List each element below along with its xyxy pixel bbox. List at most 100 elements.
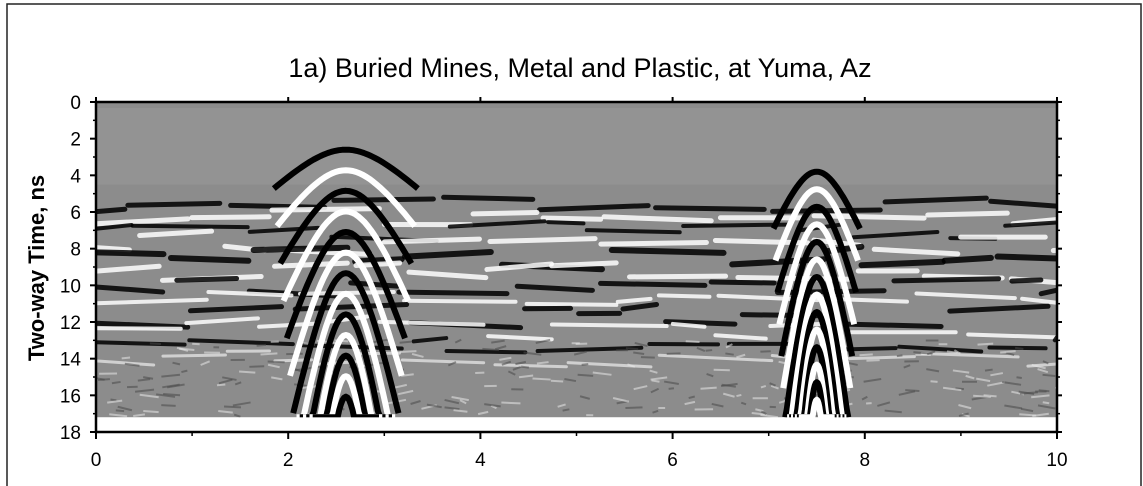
noise-speckle xyxy=(110,398,117,402)
reflector-segment xyxy=(130,223,250,230)
reflector-segment xyxy=(96,222,134,231)
noise-speckle xyxy=(1042,360,1049,365)
noise-speckle xyxy=(760,385,767,389)
noise-speckle xyxy=(451,396,469,402)
noise-speckle xyxy=(663,380,680,385)
reflector-segment xyxy=(657,353,774,363)
noise-speckle xyxy=(633,385,648,391)
noise-speckle xyxy=(267,360,285,364)
noise-speckle xyxy=(769,382,776,387)
reflector-segment xyxy=(713,333,768,341)
reflector-segment xyxy=(228,202,328,210)
reflector-segment xyxy=(331,196,436,203)
reflector-segment xyxy=(96,297,209,306)
noise-speckle xyxy=(557,403,566,408)
noise-speckle xyxy=(612,397,630,403)
noise-speckle xyxy=(1042,373,1056,377)
reflector-segment xyxy=(96,249,167,258)
noise-speckle xyxy=(1031,394,1050,399)
y-tick-label: 4 xyxy=(70,166,81,187)
hyperbola-arc xyxy=(774,203,859,294)
reflector-segment xyxy=(484,261,555,272)
noise-speckle xyxy=(976,377,991,383)
reflector-segment xyxy=(401,248,494,260)
noise-speckle xyxy=(115,409,125,413)
hyperbola-arc xyxy=(299,311,393,420)
reflector-segment xyxy=(250,244,351,254)
reflector-segment xyxy=(402,298,518,304)
reflector-segment xyxy=(206,290,294,298)
chart-title: 1a) Buried Mines, Metal and Plastic, at … xyxy=(288,53,871,83)
noise-speckle xyxy=(896,354,903,358)
y-tick-label: 6 xyxy=(70,203,81,224)
reflector-segment xyxy=(947,303,1051,314)
noise-speckle xyxy=(260,352,278,356)
x-tick-label: 4 xyxy=(475,450,486,471)
noise-speckle xyxy=(239,370,256,374)
reflector-segment xyxy=(1003,220,1057,228)
figure-border xyxy=(6,3,1142,486)
noise-speckle xyxy=(139,393,159,399)
noise-speckle xyxy=(946,350,958,354)
noise-speckle xyxy=(926,368,940,373)
noise-speckle xyxy=(1004,404,1023,410)
reflector-segment xyxy=(941,254,994,264)
noise-speckle xyxy=(1037,368,1049,374)
reflector-segment xyxy=(444,348,528,355)
reflector-segment xyxy=(441,194,536,202)
noise-speckle xyxy=(863,378,882,383)
noise-speckle xyxy=(156,393,176,398)
hyperbola-arc xyxy=(283,229,408,340)
hyperbola-arc xyxy=(311,393,381,420)
noise-speckle xyxy=(111,380,121,385)
hyperbola-arc xyxy=(277,187,415,266)
noise-speckle xyxy=(651,379,660,383)
noise-speckle xyxy=(249,365,265,368)
noise-speckle xyxy=(1000,350,1016,354)
noise-speckle xyxy=(218,409,233,414)
noise-speckle xyxy=(271,376,283,381)
reflector-segment xyxy=(1020,296,1057,305)
noise-speckle xyxy=(1019,413,1037,417)
noise-speckle xyxy=(725,352,734,356)
noise-speckle xyxy=(518,374,534,379)
noise-speckle xyxy=(722,392,735,398)
reflector-segment xyxy=(486,334,554,342)
noise-speckle xyxy=(482,347,500,352)
noise-speckle xyxy=(577,373,594,377)
reflector-segment xyxy=(96,359,156,367)
reflector-segment xyxy=(400,358,486,365)
noise-speckle xyxy=(579,395,591,400)
noise-speckle xyxy=(983,394,997,398)
noise-speckle xyxy=(410,400,421,405)
noise-speckle xyxy=(536,361,549,365)
noise-speckle xyxy=(740,401,747,406)
reflector-segment xyxy=(487,236,598,244)
noise-speckle xyxy=(751,411,767,416)
noise-speckle xyxy=(760,410,767,416)
noise-speckle xyxy=(134,388,155,393)
noise-speckle xyxy=(942,386,962,392)
noise-speckle xyxy=(163,393,181,397)
noise-speckle xyxy=(494,345,507,351)
noise-speckle xyxy=(625,347,639,351)
reflector-segment xyxy=(1009,277,1044,284)
reflector-segment xyxy=(858,258,946,269)
y-tick-label: 8 xyxy=(70,240,81,261)
hyperbola-arc xyxy=(772,186,861,262)
noise-speckle xyxy=(627,363,636,368)
hyperbola-arc xyxy=(787,309,846,420)
x-tick-label: 2 xyxy=(283,450,294,471)
noise-speckle xyxy=(444,398,460,405)
noise-speckle xyxy=(736,393,742,398)
noise-speckle xyxy=(232,401,251,407)
reflector-segment xyxy=(549,260,619,269)
hyperbola-arc xyxy=(778,238,856,357)
reflector-segment xyxy=(406,269,489,281)
noise-speckle xyxy=(877,401,891,407)
noise-speckle xyxy=(987,381,1006,387)
hyperbola-arc xyxy=(780,256,854,389)
reflector-segment xyxy=(125,200,223,208)
noise-speckle xyxy=(399,350,417,354)
noise-speckle xyxy=(411,352,424,358)
